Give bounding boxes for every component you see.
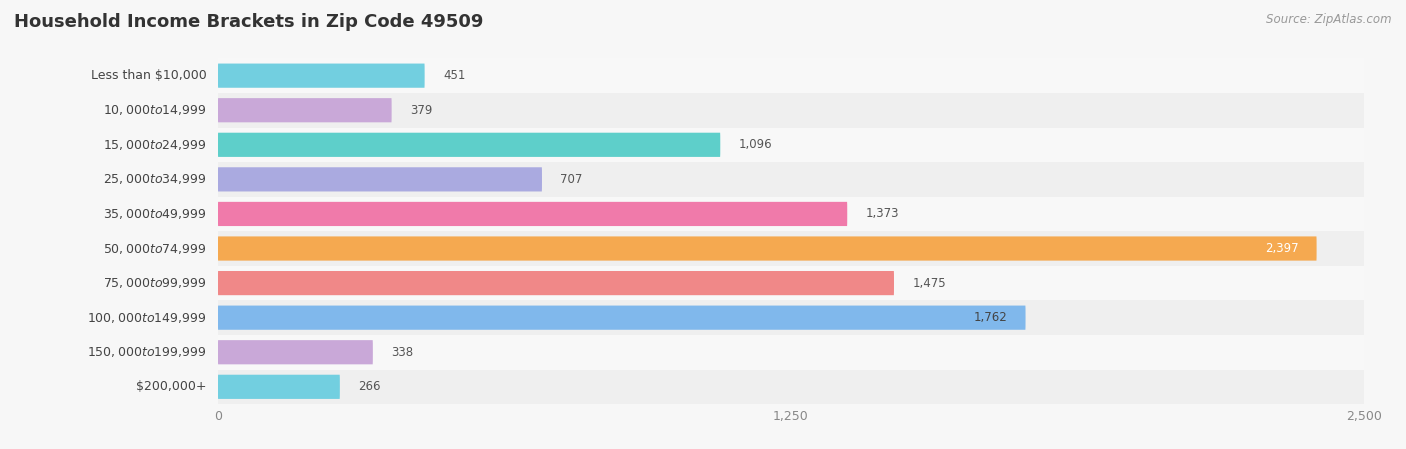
Text: 451: 451 (443, 69, 465, 82)
FancyBboxPatch shape (218, 375, 340, 399)
Text: 1,096: 1,096 (738, 138, 772, 151)
FancyBboxPatch shape (218, 340, 373, 364)
FancyBboxPatch shape (218, 133, 720, 157)
FancyBboxPatch shape (218, 202, 848, 226)
FancyBboxPatch shape (218, 64, 425, 88)
FancyBboxPatch shape (218, 271, 894, 295)
FancyBboxPatch shape (218, 237, 1316, 260)
Text: 707: 707 (561, 173, 582, 186)
Text: Less than $10,000: Less than $10,000 (91, 69, 207, 82)
Bar (218, 335, 1364, 370)
Text: 266: 266 (359, 380, 381, 393)
Text: $35,000 to $49,999: $35,000 to $49,999 (103, 207, 207, 221)
FancyBboxPatch shape (218, 306, 1025, 330)
Text: Household Income Brackets in Zip Code 49509: Household Income Brackets in Zip Code 49… (14, 13, 484, 31)
Bar (218, 300, 1364, 335)
Text: 338: 338 (391, 346, 413, 359)
Text: 1,762: 1,762 (973, 311, 1007, 324)
Text: 2,397: 2,397 (1264, 242, 1298, 255)
Text: 1,373: 1,373 (866, 207, 898, 220)
Bar (218, 197, 1364, 231)
Text: 379: 379 (411, 104, 433, 117)
Text: $10,000 to $14,999: $10,000 to $14,999 (103, 103, 207, 117)
Bar (218, 162, 1364, 197)
Text: 1,475: 1,475 (912, 277, 946, 290)
Bar (218, 58, 1364, 93)
FancyBboxPatch shape (218, 167, 541, 191)
Text: Source: ZipAtlas.com: Source: ZipAtlas.com (1267, 13, 1392, 26)
Text: $150,000 to $199,999: $150,000 to $199,999 (87, 345, 207, 359)
Text: $75,000 to $99,999: $75,000 to $99,999 (103, 276, 207, 290)
Text: $25,000 to $34,999: $25,000 to $34,999 (103, 172, 207, 186)
Text: $50,000 to $74,999: $50,000 to $74,999 (103, 242, 207, 255)
Bar (218, 93, 1364, 128)
Bar (218, 266, 1364, 300)
Bar (218, 370, 1364, 404)
FancyBboxPatch shape (218, 98, 392, 122)
Bar (218, 231, 1364, 266)
Bar (218, 128, 1364, 162)
Text: $100,000 to $149,999: $100,000 to $149,999 (87, 311, 207, 325)
Text: $200,000+: $200,000+ (136, 380, 207, 393)
Text: $15,000 to $24,999: $15,000 to $24,999 (103, 138, 207, 152)
